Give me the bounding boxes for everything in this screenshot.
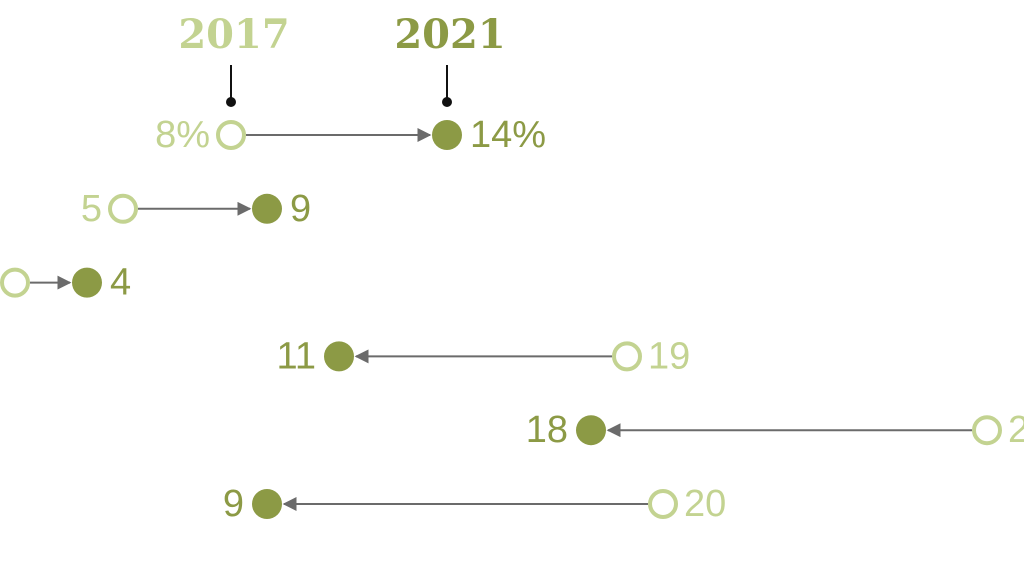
label-2021: 14% — [470, 114, 546, 156]
label-2017: 8% — [155, 114, 210, 156]
dot-2017 — [648, 489, 678, 519]
dot-2017 — [612, 341, 642, 372]
dot-2017 — [216, 120, 246, 150]
legend-dot — [442, 97, 452, 107]
dot-2021 — [576, 415, 606, 446]
dot-2017 — [108, 193, 138, 224]
dot-2021 — [324, 341, 354, 372]
label-2021: 9 — [290, 188, 311, 230]
label-2021: 18 — [526, 409, 568, 451]
label-2021: 9 — [223, 483, 244, 525]
dot-2021 — [252, 193, 282, 224]
legend-label: 2021 — [394, 11, 505, 58]
label-2017: 20 — [684, 483, 726, 525]
label-2017: 19 — [648, 335, 690, 377]
dot-2021 — [252, 489, 282, 519]
dot-2017 — [0, 267, 30, 298]
dot-2021 — [72, 267, 102, 298]
legend-dot — [226, 97, 236, 107]
label-2021: 4 — [110, 262, 131, 304]
dot-2021 — [432, 120, 462, 150]
label-2021: 11 — [277, 335, 316, 377]
label-2017: 5 — [81, 188, 102, 230]
legend-label: 2017 — [178, 11, 289, 58]
dot-2017 — [972, 415, 1002, 446]
label-2017: 29 — [1008, 409, 1024, 451]
